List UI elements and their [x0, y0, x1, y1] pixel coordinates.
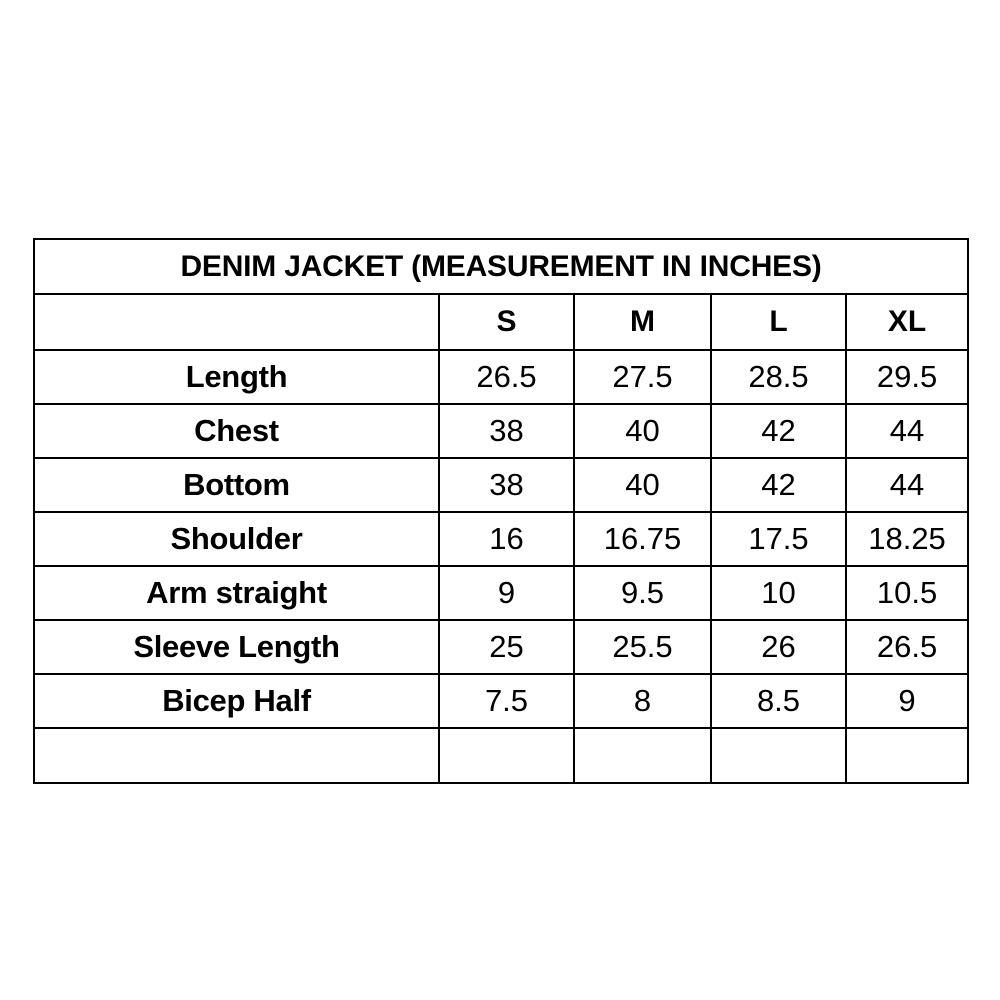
size-chart-table: DENIM JACKET (MEASUREMENT IN INCHES) S M…	[32, 238, 970, 784]
cell-arm-straight-m: 9.5	[573, 565, 712, 621]
cell-shoulder-s: 16	[438, 511, 575, 567]
column-header-m: M	[573, 293, 712, 351]
blank-cell-label	[33, 727, 440, 784]
cell-bicep-half-s: 7.5	[438, 673, 575, 729]
blank-cell-s	[438, 727, 575, 784]
table-row: Arm straight 9 9.5 10 10.5	[33, 565, 970, 621]
cell-bottom-m: 40	[573, 457, 712, 513]
cell-length-l: 28.5	[710, 349, 847, 405]
cell-bicep-half-l: 8.5	[710, 673, 847, 729]
cell-chest-m: 40	[573, 403, 712, 459]
blank-cell-xl	[844, 727, 970, 784]
table-row: Bottom 38 40 42 44	[33, 457, 970, 513]
column-header-xl: XL	[844, 293, 970, 351]
cell-chest-s: 38	[438, 403, 575, 459]
cell-chest-l: 42	[710, 403, 847, 459]
cell-sleeve-length-l: 26	[710, 619, 847, 675]
cell-length-xl: 29.5	[844, 349, 970, 405]
table-row: Shoulder 16 16.75 17.5 18.25	[33, 511, 970, 567]
chart-title: DENIM JACKET (MEASUREMENT IN INCHES)	[32, 238, 970, 295]
cell-bottom-s: 38	[438, 457, 575, 513]
cell-bottom-xl: 44	[844, 457, 970, 513]
row-label-bicep-half: Bicep Half	[33, 673, 440, 729]
table-title-row: DENIM JACKET (MEASUREMENT IN INCHES)	[32, 238, 970, 295]
cell-shoulder-m: 16.75	[573, 511, 712, 567]
column-header-l: L	[710, 293, 847, 351]
cell-bicep-half-m: 8	[573, 673, 712, 729]
cell-arm-straight-l: 10	[710, 565, 847, 621]
size-chart-container: DENIM JACKET (MEASUREMENT IN INCHES) S M…	[32, 238, 970, 784]
row-label-shoulder: Shoulder	[33, 511, 440, 567]
row-label-bottom: Bottom	[33, 457, 440, 513]
cell-sleeve-length-s: 25	[438, 619, 575, 675]
cell-bicep-half-xl: 9	[844, 673, 970, 729]
header-corner-cell	[33, 293, 440, 351]
column-header-s: S	[438, 293, 575, 351]
cell-bottom-l: 42	[710, 457, 847, 513]
cell-shoulder-xl: 18.25	[844, 511, 970, 567]
table-row: Chest 38 40 42 44	[33, 403, 970, 459]
cell-sleeve-length-xl: 26.5	[844, 619, 970, 675]
table-row: Bicep Half 7.5 8 8.5 9	[33, 673, 970, 729]
row-label-chest: Chest	[33, 403, 440, 459]
blank-cell-l	[710, 727, 847, 784]
table-header-row: S M L XL	[33, 293, 970, 351]
row-label-sleeve-length: Sleeve Length	[33, 619, 440, 675]
table-blank-row	[33, 727, 970, 784]
cell-length-s: 26.5	[438, 349, 575, 405]
cell-arm-straight-xl: 10.5	[844, 565, 970, 621]
table-row: Sleeve Length 25 25.5 26 26.5	[33, 619, 970, 675]
cell-shoulder-l: 17.5	[710, 511, 847, 567]
row-label-length: Length	[33, 349, 440, 405]
row-label-arm-straight: Arm straight	[33, 565, 440, 621]
cell-sleeve-length-m: 25.5	[573, 619, 712, 675]
blank-cell-m	[573, 727, 712, 784]
cell-length-m: 27.5	[573, 349, 712, 405]
cell-chest-xl: 44	[844, 403, 970, 459]
table-row: Length 26.5 27.5 28.5 29.5	[33, 349, 970, 405]
cell-arm-straight-s: 9	[438, 565, 575, 621]
